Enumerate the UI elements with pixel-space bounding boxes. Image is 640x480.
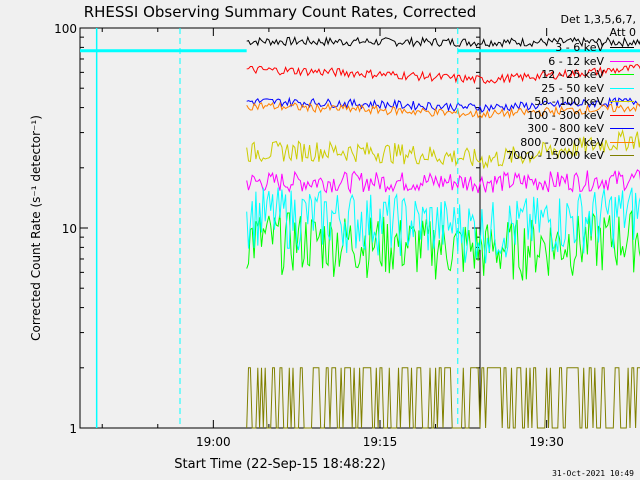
legend-label: 100 - 300 keV (527, 108, 604, 122)
x-tick-label: 19:00 (196, 435, 231, 449)
legend-label: 7000 - 15000 keV (506, 149, 604, 162)
data-marks (80, 28, 640, 429)
legend-label: 50 - 100 keV (534, 95, 604, 108)
legend-entry: 300 - 800 keV (527, 122, 634, 135)
series-line (246, 209, 640, 281)
attenuator-line: Att 0 (609, 26, 636, 39)
legend-entry: 25 - 50 keV (541, 82, 634, 95)
legend-entry: 800 - 7000 keV (520, 136, 634, 149)
series-line (246, 169, 640, 195)
legend-entry: 100 - 300 keV (527, 109, 634, 122)
legend-label: 25 - 50 keV (541, 81, 604, 95)
legend-label: 800 - 7000 keV (520, 135, 604, 149)
legend-swatch (610, 74, 634, 75)
legend-swatch (610, 114, 634, 116)
series-line (246, 128, 640, 169)
x-axis-label: Start Time (22-Sep-15 18:48:22) (174, 457, 385, 472)
legend-entry: 3 - 6 keV (555, 41, 634, 54)
y-tick-label: 10 (62, 222, 77, 236)
detector-label: Det 1,3,5,6,7, Att 0 (560, 13, 636, 39)
legend-swatch (610, 47, 634, 48)
series-line (246, 63, 640, 85)
legend-swatch (610, 87, 634, 89)
legend-swatch (610, 155, 634, 156)
series-line (246, 35, 640, 48)
series-line (246, 187, 640, 264)
legend-entry: 7000 - 15000 keV (506, 149, 634, 162)
x-tick-label: 19:30 (529, 435, 564, 449)
legend-label: 6 - 12 keV (548, 54, 604, 68)
legend-swatch (610, 60, 634, 62)
series-line (246, 101, 640, 119)
series-line (246, 367, 640, 429)
detector-line-1: Det 1,3,5,6,7, (560, 13, 636, 26)
legend-label: 300 - 800 keV (527, 122, 604, 135)
y-tick-label: 1 (69, 422, 77, 436)
y-tick-label: 100 (54, 22, 77, 36)
legend-entry: 12 - 25 keV (541, 68, 634, 81)
legend-label: 3 - 6 keV (555, 41, 604, 54)
legend-swatch (610, 128, 634, 129)
legend-entry: 50 - 100 keV (534, 95, 634, 108)
timestamp: 31-Oct-2021 10:49 (552, 469, 634, 478)
y-axis-label: Corrected Count Rate (s⁻¹ detector⁻¹) (29, 115, 43, 341)
series-line (246, 96, 640, 113)
legend-entry: 6 - 12 keV (548, 55, 634, 68)
legend-label: 12 - 25 keV (541, 68, 604, 81)
x-tick-label: 19:15 (363, 435, 398, 449)
legend-swatch (610, 141, 634, 143)
chart-title: RHESSI Observing Summary Count Rates, Co… (84, 3, 477, 21)
legend-swatch (610, 101, 634, 102)
